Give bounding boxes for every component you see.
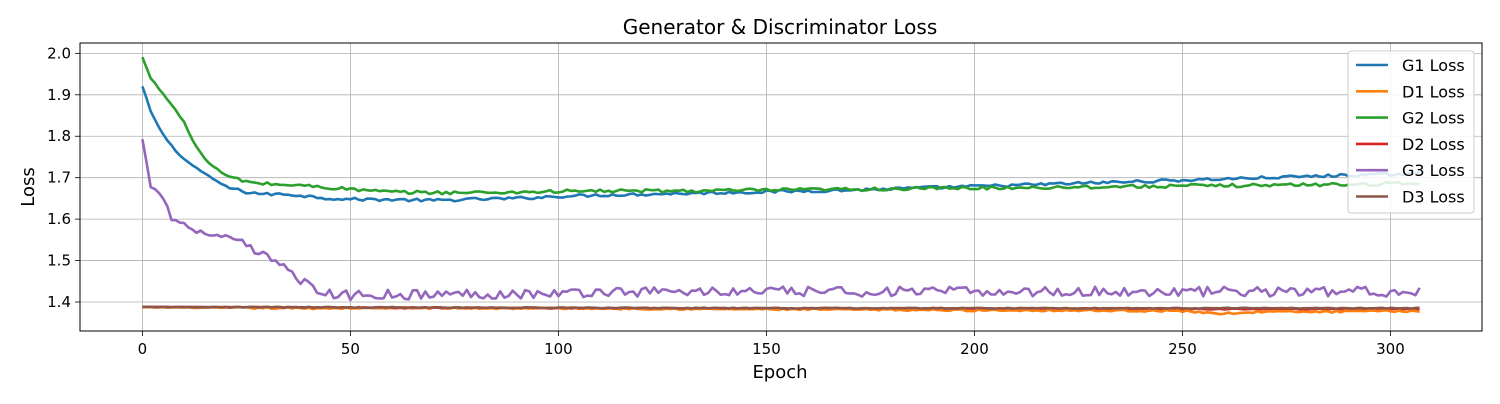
legend-label: D3 Loss: [1402, 188, 1465, 207]
legend-label: G1 Loss: [1402, 56, 1465, 75]
y-tick-label: 2.0: [47, 44, 71, 62]
y-tick-label: 1.9: [47, 86, 71, 104]
y-tick-label: 1.8: [47, 127, 71, 145]
x-tick-label: 0: [138, 340, 148, 358]
plot-frame: [79, 42, 1483, 332]
legend-label: G2 Loss: [1402, 109, 1465, 128]
y-tick-label: 1.4: [47, 293, 71, 311]
x-tick-label: 100: [544, 340, 573, 358]
legend: G1 Loss D1 Loss G2 Loss D2 Loss G3 Loss D3 Lo…: [1347, 50, 1475, 214]
series-line-g3-loss: [141, 139, 1421, 302]
x-tick-label: 250: [1168, 340, 1197, 358]
x-tick-label: 50: [341, 340, 360, 358]
x-tick-label: 300: [1376, 340, 1405, 358]
grid-lines: [80, 43, 1482, 331]
y-tick-label: 1.5: [47, 252, 71, 270]
legend-label: G3 Loss: [1402, 161, 1465, 180]
x-axis-label: Epoch: [752, 362, 807, 383]
y-tick-label: 1.6: [47, 210, 71, 228]
y-tick-label: 1.7: [47, 169, 71, 187]
series-line-g2-loss: [141, 56, 1420, 196]
x-tick-label: 150: [752, 340, 781, 358]
axis-ticks: 0 50 100 150 200 250 300 1.4 1.5 1.6 1.7 1.8 1.9 2.0: [47, 44, 1405, 358]
legend-label: D2 Loss: [1402, 135, 1465, 154]
legend-label: D1 Loss: [1402, 82, 1465, 101]
series-lines: [141, 56, 1421, 316]
y-axis-label: Loss: [18, 167, 39, 206]
chart-title: Generator & Discriminator Loss: [623, 15, 938, 39]
x-tick-label: 200: [960, 340, 989, 358]
series-line-d3-loss: [142, 305, 1420, 310]
